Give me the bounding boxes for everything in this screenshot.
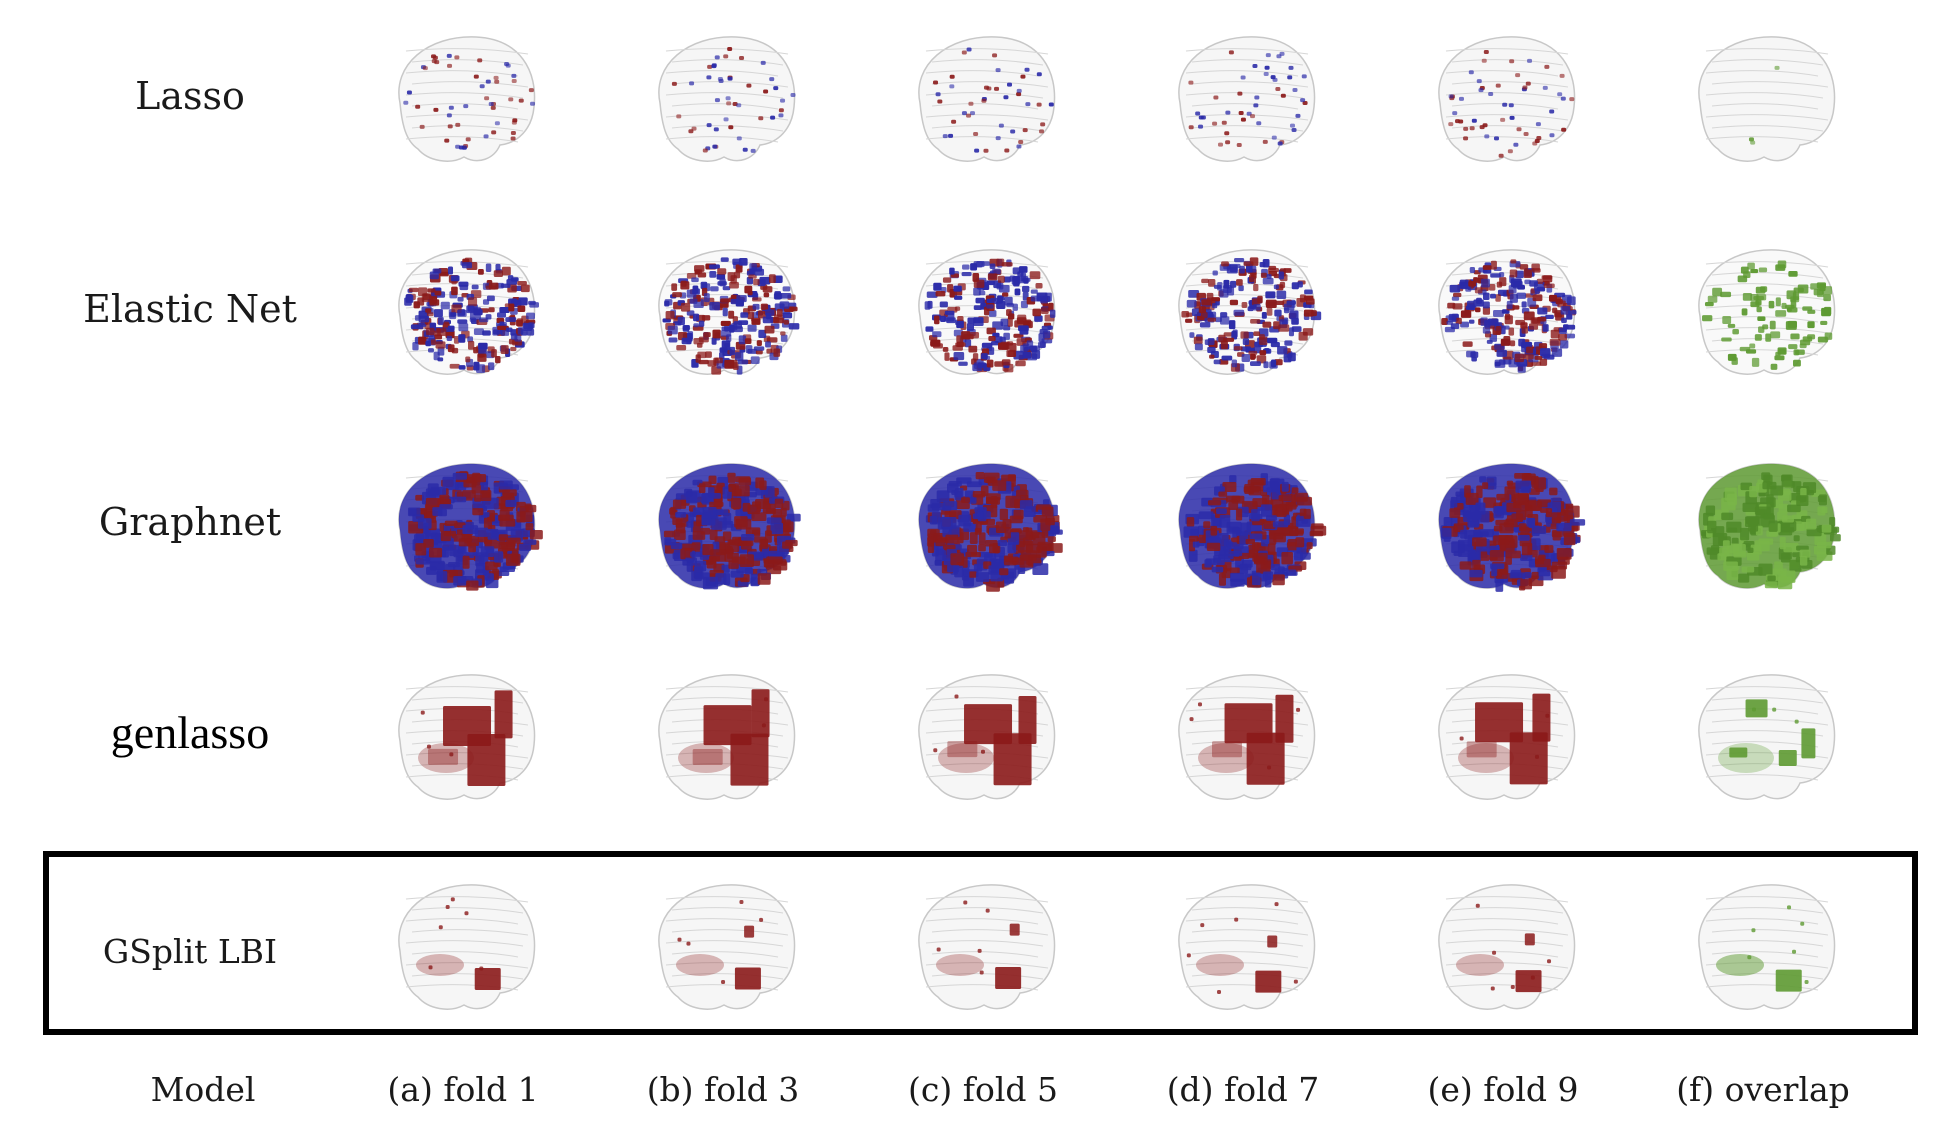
column-label-fold-7: (d) fold 7 (1166, 1070, 1320, 1109)
brain-render-elastic-net-fold-7 (1158, 238, 1328, 388)
row-label-genlasso: genlasso (110, 707, 270, 758)
brain-render-lasso-fold-7 (1158, 25, 1328, 175)
brain-render-elastic-net-fold-9 (1418, 238, 1588, 388)
brain-render-lasso-fold-1 (378, 25, 548, 175)
brain-render-genlasso-fold-5 (898, 663, 1068, 813)
brain-render-elastic-net-fold-3 (638, 238, 808, 388)
brain-render-graphnet-fold-5 (898, 452, 1068, 602)
highlight-box-gsplit-lbi (43, 851, 1918, 1035)
row-label-graphnet: Graphnet (98, 500, 282, 544)
brain-render-lasso-fold-9 (1418, 25, 1588, 175)
column-label-fold-5: (c) fold 5 (908, 1070, 1058, 1109)
column-label-fold-3: (b) fold 3 (646, 1070, 800, 1109)
brain-render-gsplit-lbi-fold-7 (1158, 873, 1328, 1023)
brain-render-genlasso-fold-9 (1418, 663, 1588, 813)
brain-render-graphnet-fold-3 (638, 452, 808, 602)
brain-render-genlasso-overlap (1678, 663, 1848, 813)
brain-render-graphnet-fold-1 (378, 452, 548, 602)
row-label-lasso: Lasso (135, 74, 245, 118)
column-label-fold-9: (e) fold 9 (1427, 1070, 1579, 1109)
brain-render-gsplit-lbi-fold-9 (1418, 873, 1588, 1023)
brain-render-elastic-net-fold-5 (898, 238, 1068, 388)
brain-render-graphnet-fold-7 (1158, 452, 1328, 602)
brain-render-genlasso-fold-3 (638, 663, 808, 813)
brain-render-elastic-net-overlap (1678, 238, 1848, 388)
row-label-gsplit-lbi: GSplit LBI (102, 932, 278, 971)
brain-render-genlasso-fold-7 (1158, 663, 1328, 813)
column-label-fold-1: (a) fold 1 (387, 1070, 539, 1109)
brain-render-graphnet-overlap (1678, 452, 1848, 602)
brain-render-gsplit-lbi-fold-3 (638, 873, 808, 1023)
brain-render-gsplit-lbi-fold-1 (378, 873, 548, 1023)
brain-render-lasso-overlap (1678, 25, 1848, 175)
column-label-overlap: (f) overlap (1676, 1070, 1850, 1109)
column-label-model: Model (150, 1070, 256, 1109)
row-label-elastic-net: Elastic Net (83, 287, 297, 331)
brain-render-graphnet-fold-9 (1418, 452, 1588, 602)
brain-render-gsplit-lbi-fold-5 (898, 873, 1068, 1023)
brain-render-elastic-net-fold-1 (378, 238, 548, 388)
brain-render-lasso-fold-5 (898, 25, 1068, 175)
brain-render-lasso-fold-3 (638, 25, 808, 175)
brain-render-genlasso-fold-1 (378, 663, 548, 813)
brain-render-gsplit-lbi-overlap (1678, 873, 1848, 1023)
